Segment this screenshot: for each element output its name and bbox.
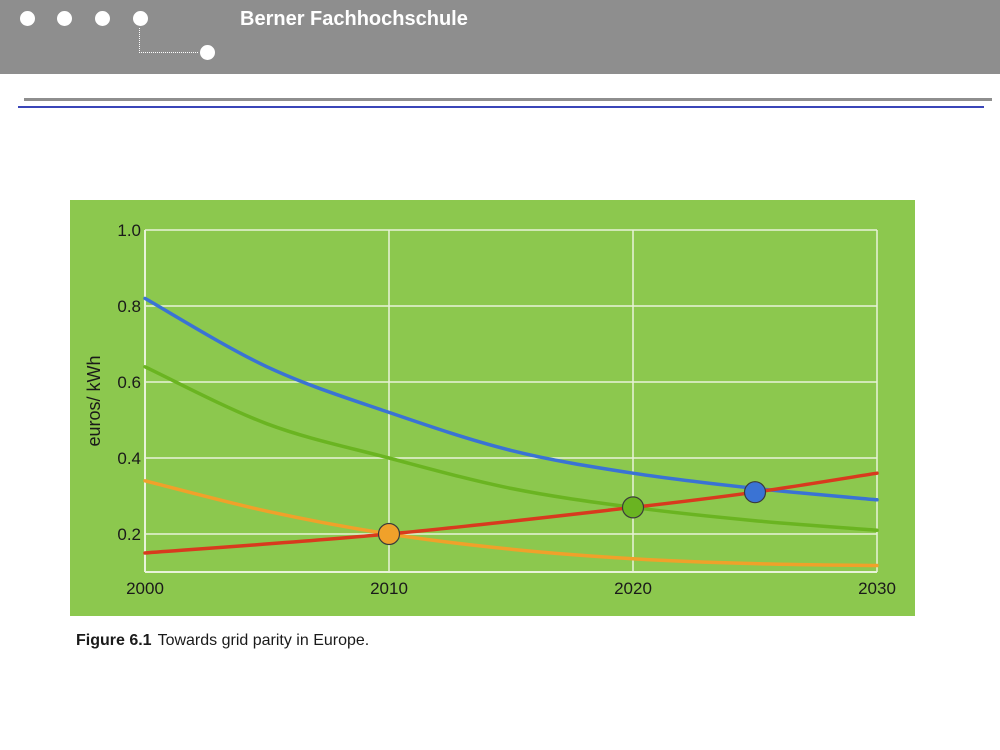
header-dotted-connector	[139, 28, 198, 53]
divider-gray	[24, 98, 992, 101]
x-tick-label-3: 2030	[858, 579, 896, 598]
series-line-2	[143, 479, 879, 568]
y-tick-label-2: 0.6	[117, 373, 141, 392]
parity-marker-0	[377, 522, 401, 546]
x-tick-label-1: 2010	[370, 579, 408, 598]
caption-text: Towards grid parity in Europe.	[157, 632, 370, 649]
brand-title: Berner Fachhochschule	[240, 8, 468, 30]
parity-marker-1	[621, 496, 645, 519]
header-dot-3	[95, 11, 110, 26]
header-dot-4	[133, 11, 148, 26]
header-dot-2	[57, 11, 72, 26]
series-line-1	[143, 365, 879, 532]
series-line-0	[143, 296, 879, 502]
y-tick-label-1: 0.4	[117, 449, 141, 468]
y-tick-label-0: 0.2	[117, 525, 141, 544]
header-dot-1	[20, 11, 35, 26]
chart-svg: 2000 2010 2020 2030 0.2 0.4 0.6 0.8 1.0 euros/ kW…	[84, 221, 896, 598]
header-bar: Berner Fachhochschule	[0, 0, 1000, 74]
series-line-3	[143, 471, 879, 555]
header-dot-linked	[200, 45, 215, 60]
parity-marker-2	[743, 481, 767, 504]
y-tick-label-4: 1.0	[117, 221, 141, 240]
figure-caption: Figure 6.1 Towards grid parity in Europe.	[76, 632, 369, 650]
x-tick-label-0: 2000	[126, 579, 164, 598]
caption-label: Figure 6.1	[76, 632, 152, 649]
divider-blue	[18, 106, 984, 108]
y-axis-label: euros/ kWh	[84, 355, 104, 446]
chart-figure: 2000 2010 2020 2030 0.2 0.4 0.6 0.8 1.0 euros/ kW…	[70, 200, 915, 616]
y-tick-label-3: 0.8	[117, 297, 141, 316]
x-tick-label-2: 2020	[614, 579, 652, 598]
